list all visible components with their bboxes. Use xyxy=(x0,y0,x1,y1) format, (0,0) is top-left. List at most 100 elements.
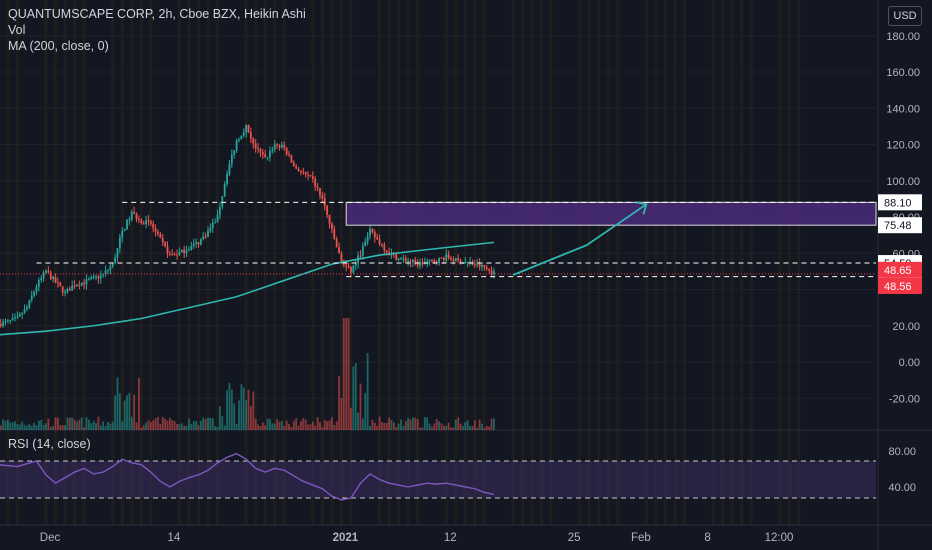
candle-body xyxy=(285,147,288,155)
volume-bar xyxy=(383,422,386,430)
volume-bar xyxy=(111,421,114,430)
candle-body xyxy=(99,275,102,279)
time-axis: Dec 14 2021 12 25 Feb 8 12:00 xyxy=(40,532,794,544)
session-stripe xyxy=(730,0,734,525)
volume-bar xyxy=(35,425,38,430)
volume-bar xyxy=(209,418,212,430)
candle-body xyxy=(397,258,400,261)
volume-bar xyxy=(152,420,155,430)
candle-body xyxy=(68,288,71,291)
candle-body xyxy=(254,143,257,149)
session-stripe xyxy=(378,0,382,525)
volume-bar xyxy=(473,420,476,430)
candle-body xyxy=(407,261,410,263)
session-stripe xyxy=(521,0,524,525)
candle-body xyxy=(188,249,190,251)
volume-bar xyxy=(333,425,336,430)
candle-body xyxy=(107,269,109,271)
zone-label: 75.48 xyxy=(884,220,912,232)
candle-body xyxy=(481,265,483,267)
candle-body xyxy=(130,211,133,220)
ma-line xyxy=(0,241,494,336)
volume-bar xyxy=(226,390,228,430)
candle-body xyxy=(257,148,259,150)
volume-bar xyxy=(30,425,33,430)
volume-bar xyxy=(340,397,343,430)
volume-bar xyxy=(290,427,293,430)
candle-body xyxy=(145,220,147,225)
candle-body xyxy=(440,257,443,259)
candle-body xyxy=(223,183,226,196)
price-tick-label: 140.00 xyxy=(886,103,920,115)
volume-bar xyxy=(99,425,102,430)
candle-body xyxy=(340,253,343,263)
volume-bar xyxy=(271,423,274,430)
volume-bar xyxy=(252,391,255,430)
candle-body xyxy=(118,237,121,249)
volume-bar xyxy=(352,366,355,430)
volume-bar xyxy=(266,418,269,430)
candle-body xyxy=(457,258,460,260)
volume-bar xyxy=(42,424,45,430)
volume-bar xyxy=(78,419,81,430)
volume-bar xyxy=(204,418,207,430)
session-stripe xyxy=(82,0,86,525)
candle-body xyxy=(240,135,243,140)
candle-body xyxy=(233,150,236,155)
candle-body xyxy=(311,176,314,179)
volume-bar xyxy=(416,419,419,430)
volume-label: Vol xyxy=(8,23,26,37)
volume-bar xyxy=(269,418,271,430)
candle-body xyxy=(166,246,169,254)
candle-body xyxy=(402,258,405,260)
candle-body xyxy=(230,154,233,164)
volume-bar xyxy=(397,423,400,430)
volume-bar xyxy=(292,420,295,430)
volume-bar xyxy=(195,421,197,430)
price-tick-label: 160.00 xyxy=(886,67,920,79)
candle-body xyxy=(450,258,452,260)
session-stripe xyxy=(282,0,286,525)
volume-bar xyxy=(40,420,43,430)
volume-bar xyxy=(342,318,345,430)
candle-body xyxy=(168,253,171,255)
supply-zone xyxy=(345,201,877,226)
session-stripe xyxy=(320,0,324,525)
volume-bar xyxy=(388,417,390,430)
time-tick-label: 8 xyxy=(704,532,710,544)
volume-bar xyxy=(66,417,69,430)
candle-body xyxy=(333,228,336,239)
candle-body xyxy=(104,270,107,275)
candle-body xyxy=(283,144,286,148)
volume-bar xyxy=(107,421,109,430)
session-stripe xyxy=(616,0,620,525)
volume-bar xyxy=(180,423,183,430)
session-stripe xyxy=(654,0,658,525)
candle-body xyxy=(264,154,267,158)
candle-body xyxy=(459,259,462,264)
session-stripe xyxy=(263,0,267,525)
candle-body xyxy=(21,313,24,315)
volume-bar xyxy=(80,417,83,430)
time-tick-label: 12 xyxy=(444,532,457,544)
candle-body xyxy=(97,276,100,279)
candle-body xyxy=(195,242,197,244)
volume-bar xyxy=(428,423,431,430)
volume-bar xyxy=(223,425,226,430)
candle-body xyxy=(247,124,250,133)
candle-body xyxy=(207,230,209,237)
candle-body xyxy=(173,254,176,256)
volume-bar xyxy=(300,421,302,430)
candle-body xyxy=(47,270,50,273)
candle-body xyxy=(133,211,136,214)
volume-bar xyxy=(297,425,300,430)
candle-body xyxy=(152,223,155,229)
volume-bar xyxy=(219,406,221,430)
volume-bar xyxy=(87,419,90,430)
currency-button[interactable]: USD xyxy=(888,6,922,26)
candle-body xyxy=(66,288,69,292)
volume-bar xyxy=(483,427,486,430)
price-tick-label: 100.00 xyxy=(886,176,920,188)
rsi-tick-label: 40.00 xyxy=(888,482,916,494)
